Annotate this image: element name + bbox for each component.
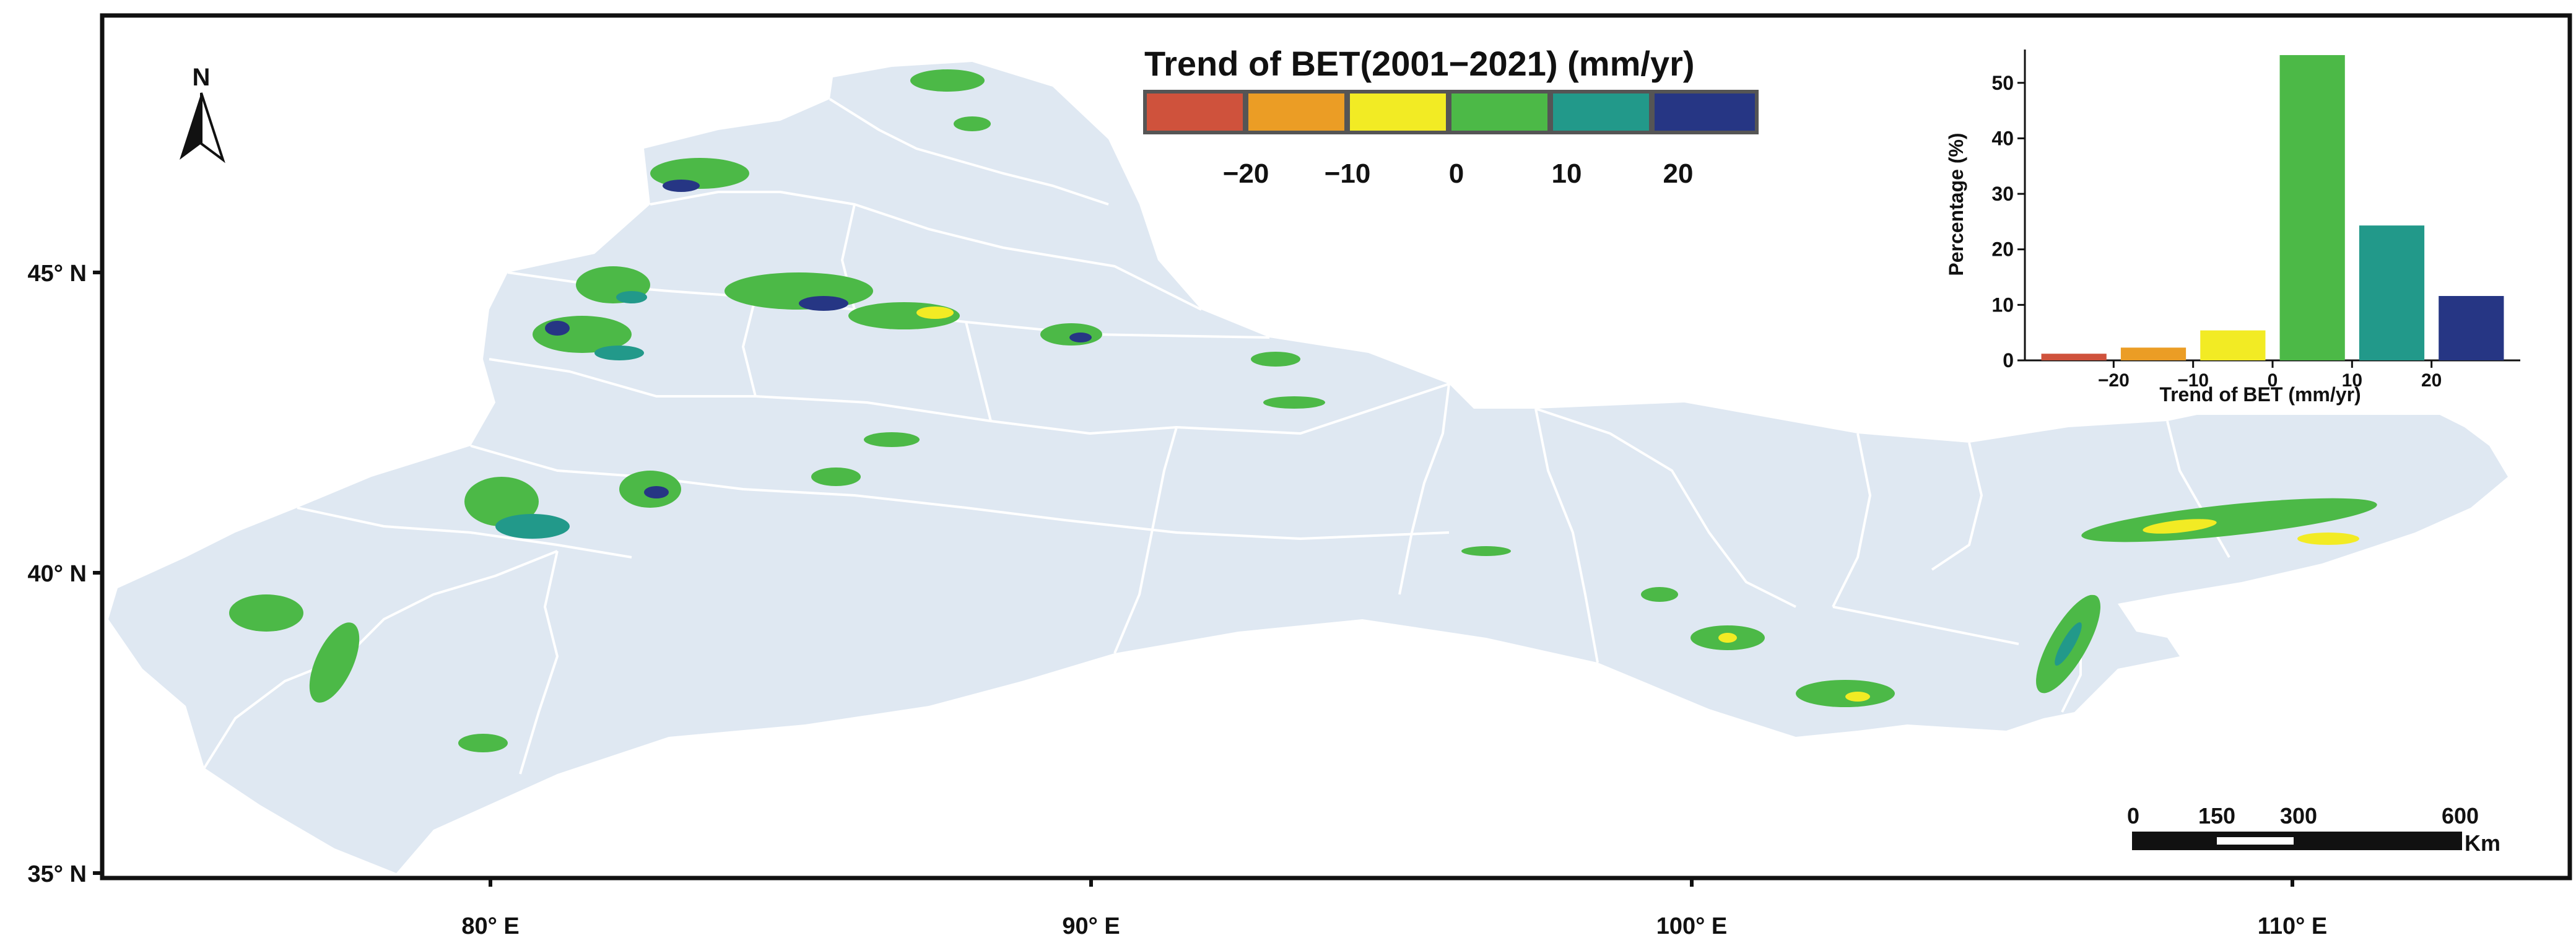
inset-bar-6 — [2439, 296, 2504, 360]
inset-y-tick-label: 50 — [1991, 72, 2014, 94]
inset-bar-5 — [2359, 225, 2425, 360]
lon-label-80: 80° E — [461, 913, 519, 939]
study-region — [108, 62, 2508, 873]
legend-tick-5: 20 — [1663, 159, 1694, 189]
north-label: N — [193, 64, 211, 91]
inset-bar-3 — [2200, 330, 2266, 360]
inset-x-ticks: −20 −10 0 10 20 — [2098, 360, 2442, 391]
legend-title: Trend of BET(2001−2021) (mm/yr) — [1144, 44, 1695, 83]
legend-tick-4: 10 — [1552, 159, 1582, 189]
lat-label-40: 40° N — [28, 561, 87, 587]
longitude-axis: 80° E 90° E 100° E 110° E — [461, 878, 2327, 939]
lon-label-90: 90° E — [1062, 913, 1120, 939]
inset-y-label: Percentage (%) — [1945, 133, 1967, 276]
inset-bar-1 — [2041, 354, 2107, 360]
color-legend: Trend of BET(2001−2021) (mm/yr) −20 −10 … — [1143, 44, 1759, 189]
lat-label-35: 35° N — [28, 861, 87, 887]
inset-y-tick-label: 40 — [1991, 127, 2014, 149]
inset-y-tick-label: 10 — [1991, 294, 2014, 316]
latitude-axis: 45° N 40° N 35° N — [28, 261, 102, 887]
inset-x-tick-label: −20 — [2098, 370, 2130, 391]
scale-unit: Km — [2465, 830, 2500, 856]
inset-x-tick-label: 20 — [2421, 370, 2442, 391]
inset-y-tick-label: 30 — [1991, 183, 2014, 205]
lon-label-100: 100° E — [1656, 913, 1728, 939]
legend-swatch-1 — [1147, 93, 1243, 131]
inset-x-tick-label: 0 — [2268, 370, 2278, 391]
inset-x-tick-label: 10 — [2342, 370, 2362, 391]
scale-bar-segment — [2217, 837, 2294, 845]
legend-swatch-5 — [1553, 93, 1649, 131]
inset-bars — [2041, 54, 2504, 360]
trend-patches — [229, 69, 2377, 752]
legend-swatch-2 — [1248, 93, 1344, 131]
scale-bar-outline — [2132, 832, 2462, 850]
north-arrow: N — [180, 64, 225, 163]
inset-bar-2 — [2120, 347, 2187, 360]
inset-bar-chart: 0 10 20 30 40 50 −20 −10 0 10 20 Trend of BET (mm… — [1938, 43, 2526, 415]
scale-label-300: 300 — [2280, 803, 2317, 828]
inset-x-label: Trend of BET (mm/yr) — [2159, 383, 2361, 406]
inset-x-tick-label: −10 — [2177, 370, 2209, 391]
lon-label-110: 110° E — [2258, 913, 2327, 939]
legend-swatch-6 — [1655, 93, 1755, 131]
legend-swatch-3 — [1350, 93, 1446, 131]
inset-bar-4 — [2279, 54, 2345, 360]
lat-label-45: 45° N — [28, 261, 87, 287]
inset-y-tick-label: 0 — [2003, 349, 2014, 372]
inset-y-tick-label: 20 — [1991, 238, 2014, 261]
legend-swatch-4 — [1451, 93, 1547, 131]
scale-label-150: 150 — [2198, 803, 2235, 828]
inset-y-ticks: 0 10 20 30 40 50 — [1991, 72, 2025, 372]
province-boundaries — [203, 98, 2230, 775]
scale-label-600: 600 — [2442, 803, 2479, 828]
legend-tick-3: 0 — [1449, 159, 1464, 189]
legend-tick-2: −10 — [1325, 159, 1371, 189]
legend-tick-1: −20 — [1223, 159, 1269, 189]
scale-label-0: 0 — [2127, 803, 2139, 828]
scale-bar: 0 150 300 600 Km — [2127, 803, 2500, 856]
